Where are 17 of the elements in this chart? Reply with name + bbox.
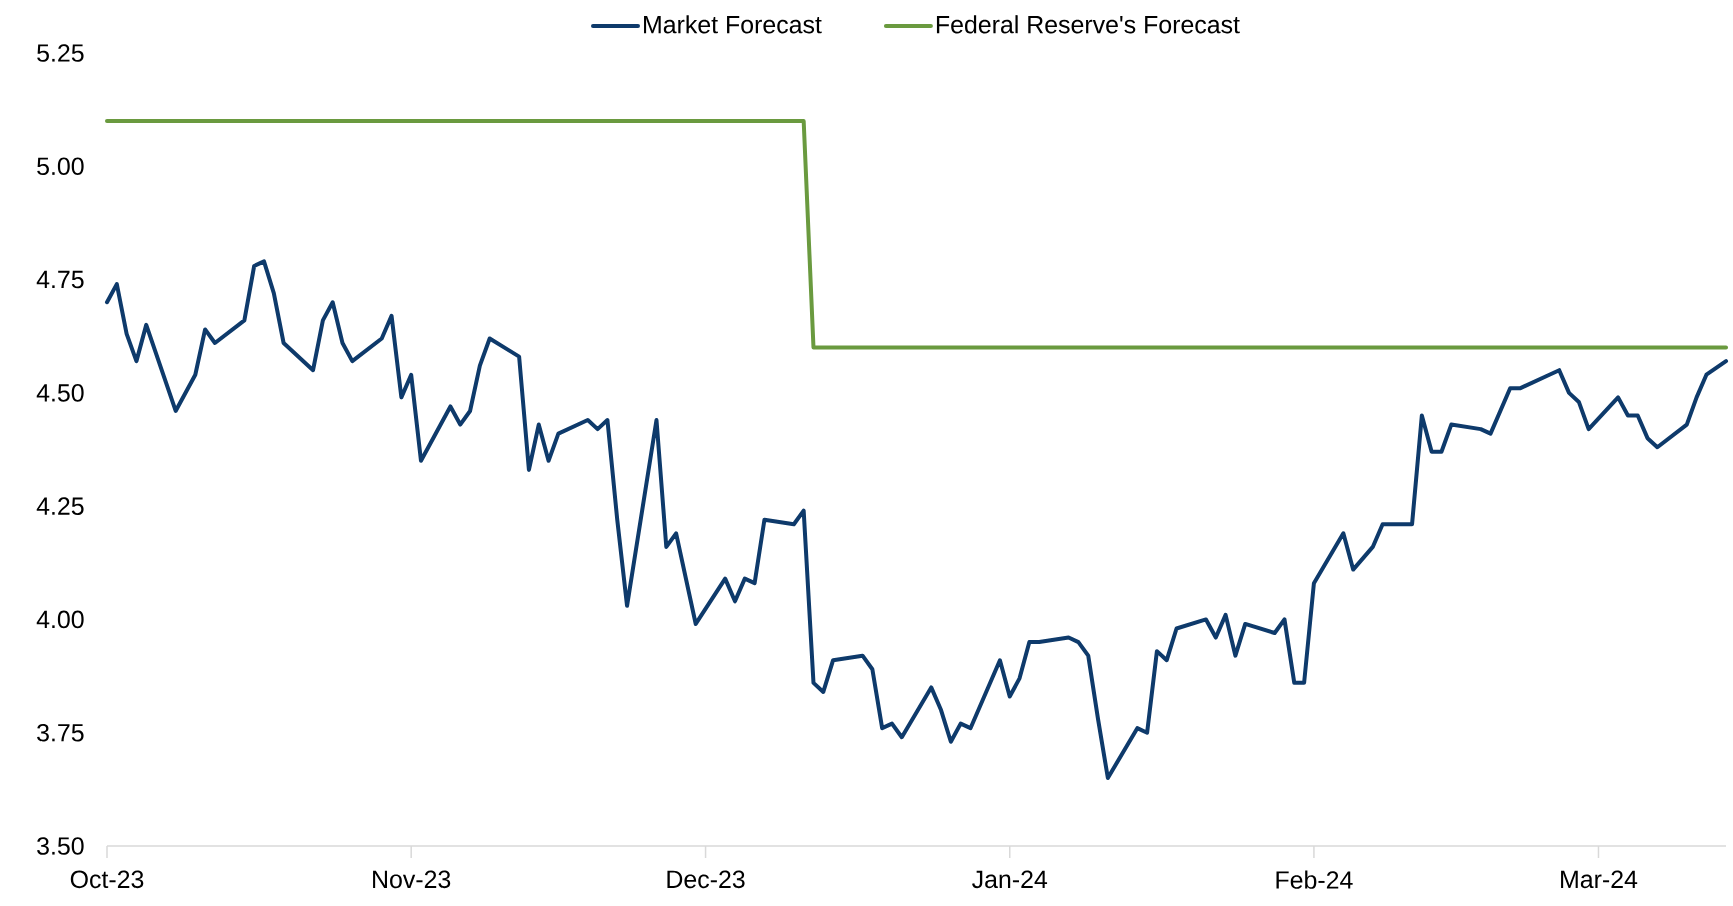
y-tick-label: 5.00: [37, 157, 84, 176]
y-tick-label: 3.75: [37, 723, 84, 742]
y-tick-label: 4.25: [36, 497, 84, 515]
legend-label: Federal Reserve's Forecast: [936, 15, 1240, 34]
line-series: [105, 259, 1729, 781]
x-tick-label: Dec-23: [667, 870, 745, 889]
y-tick-label: 4.00: [36, 610, 84, 629]
x-tick-label: Nov-23: [373, 870, 451, 889]
y-tick-label: 4.50: [36, 384, 84, 402]
y-tick-label: 5.25: [37, 44, 84, 62]
y-tick-label: 4.75: [36, 270, 84, 289]
x-tick-label: Jan-24: [972, 870, 1048, 889]
x-tick-label: Mar-24: [1561, 870, 1638, 889]
x-tick-label: Oct-23: [70, 870, 144, 889]
y-tick-label: 3.50: [37, 837, 84, 855]
legend-label: Market Forecast: [644, 15, 822, 34]
x-tick-label: Feb-24: [1276, 870, 1353, 889]
